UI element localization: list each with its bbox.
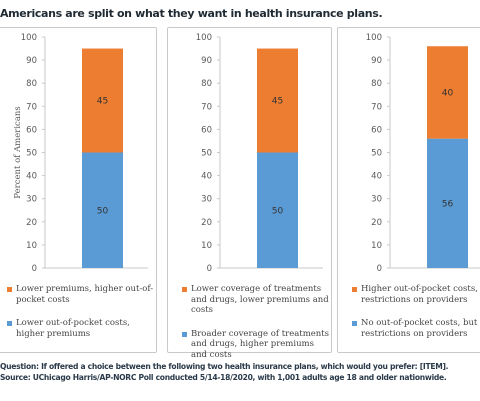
y-tick-label: 10 — [26, 241, 37, 251]
bar-segment-top — [427, 46, 468, 139]
bar-data-label: 40 — [442, 88, 454, 98]
y-tick-label: 10 — [371, 241, 382, 251]
chart-panel-3: 0 10 20 30 40 50 60 70 80 90 100 56 40 Higher out-of… — [337, 27, 480, 353]
y-tick-label: 0 — [207, 264, 212, 274]
y-tick-label: 10 — [201, 241, 212, 251]
y-axis-title: Percent of Americans — [13, 106, 23, 198]
y-tick-label: 20 — [371, 218, 382, 228]
y-tick-label: 50 — [26, 149, 37, 159]
legend-swatch-orange — [352, 287, 357, 292]
chart-panels: 0 10 20 30 40 50 60 70 80 90 100 Percent of America… — [0, 27, 480, 360]
legend-swatch-blue — [352, 321, 357, 326]
y-tick-label: 80 — [201, 79, 212, 89]
y-tick-label: 40 — [371, 172, 382, 182]
y-tick-label: 60 — [201, 125, 212, 135]
y-tick-label: 40 — [26, 172, 37, 182]
question-note: Question: If offered a choice between th… — [0, 362, 449, 371]
y-tick-label: 100 — [196, 33, 212, 43]
bar-data-label: 56 — [442, 199, 454, 209]
y-tick-label: 20 — [26, 218, 37, 228]
y-tick-label: 30 — [201, 195, 212, 205]
chart-title: Americans are split on what they want in… — [0, 7, 383, 20]
legend-2-top-item: Lower coverage of treatments and drugs, … — [182, 284, 330, 316]
bar-data-label: 50 — [97, 206, 109, 216]
y-tick-label: 40 — [201, 172, 212, 182]
y-tick-label: 0 — [32, 264, 37, 274]
bar-segment-top — [257, 48, 298, 153]
bar-data-label: 50 — [272, 206, 284, 216]
y-tick-label: 100 — [366, 33, 382, 43]
legend-1-bottom-label: Lower out-of-pocket costs, higher premiu… — [16, 318, 130, 339]
legend-3-bottom-item: No out-of-pocket costs, but restrictions… — [352, 318, 480, 339]
y-tick-label: 70 — [26, 102, 37, 112]
legend-1: Lower premiums, higher out-of-pocket cos… — [7, 284, 157, 352]
legend-2-bottom-item: Broader coverage of treatments and drugs… — [182, 329, 330, 361]
legend-1-top-label: Lower premiums, higher out-of-pocket cos… — [16, 284, 154, 305]
legend-swatch-blue — [7, 321, 12, 326]
source-note: Source: UChicago Harris/AP-NORC Poll con… — [0, 372, 447, 382]
legend-2-bottom-label: Broader coverage of treatments and drugs… — [191, 328, 330, 360]
bar-segment-top — [82, 48, 123, 153]
y-tick-label: 50 — [201, 149, 212, 159]
y-tick-label: 90 — [201, 56, 212, 66]
y-tick-label: 70 — [201, 102, 212, 112]
legend-swatch-blue — [182, 331, 187, 337]
legend-swatch-orange — [7, 287, 12, 292]
legend-3: Higher out-of-pocket costs, no restricti… — [352, 284, 480, 352]
y-tick-label: 90 — [26, 56, 37, 66]
y-tick-label: 90 — [371, 56, 382, 66]
y-tick-label: 60 — [371, 125, 382, 135]
bar-data-label: 45 — [272, 97, 283, 107]
bar-segment-bottom — [82, 152, 123, 268]
chart-footer: Question: If offered a choice between th… — [0, 362, 449, 383]
y-tick-label: 80 — [371, 79, 382, 89]
y-tick-label: 0 — [377, 264, 382, 274]
legend-swatch-orange — [182, 287, 187, 292]
chart-3-svg: 0 10 20 30 40 50 60 70 80 90 100 56 40 — [366, 33, 480, 274]
y-tick-label: 80 — [26, 79, 37, 89]
chart-panel-1: 0 10 20 30 40 50 60 70 80 90 100 Percent of America… — [0, 27, 157, 353]
chart-2-svg: 0 10 20 30 40 50 60 70 80 90 100 50 45 — [196, 33, 323, 274]
chart-panel-2: 0 10 20 30 40 50 60 70 80 90 100 50 45 Lower coverag… — [167, 27, 332, 360]
legend-3-top-item: Higher out-of-pocket costs, no restricti… — [352, 284, 480, 305]
legend-3-bottom-label: No out-of-pocket costs, but restrictions… — [361, 318, 478, 339]
legend-1-bottom-item: Lower out-of-pocket costs, higher premiu… — [7, 318, 157, 339]
legend-2-top-label: Lower coverage of treatments and drugs, … — [191, 284, 329, 315]
chart-1-svg: 0 10 20 30 40 50 60 70 80 90 100 Percent of America… — [13, 33, 148, 274]
bar-data-label: 45 — [97, 97, 108, 107]
bar-segment-bottom — [257, 152, 298, 268]
y-tick-label: 100 — [21, 33, 37, 43]
bar-segment-bottom — [427, 138, 468, 268]
legend-3-top-label: Higher out-of-pocket costs, no restricti… — [361, 284, 480, 305]
y-tick-label: 70 — [371, 102, 382, 112]
y-tick-label: 30 — [371, 195, 382, 205]
y-tick-label: 20 — [201, 218, 212, 228]
y-tick-label: 30 — [26, 195, 37, 205]
y-tick-label: 50 — [371, 149, 382, 159]
legend-2: Lower coverage of treatments and drugs, … — [182, 284, 330, 373]
y-tick-label: 60 — [26, 125, 37, 135]
legend-1-top-item: Lower premiums, higher out-of-pocket cos… — [7, 284, 157, 305]
